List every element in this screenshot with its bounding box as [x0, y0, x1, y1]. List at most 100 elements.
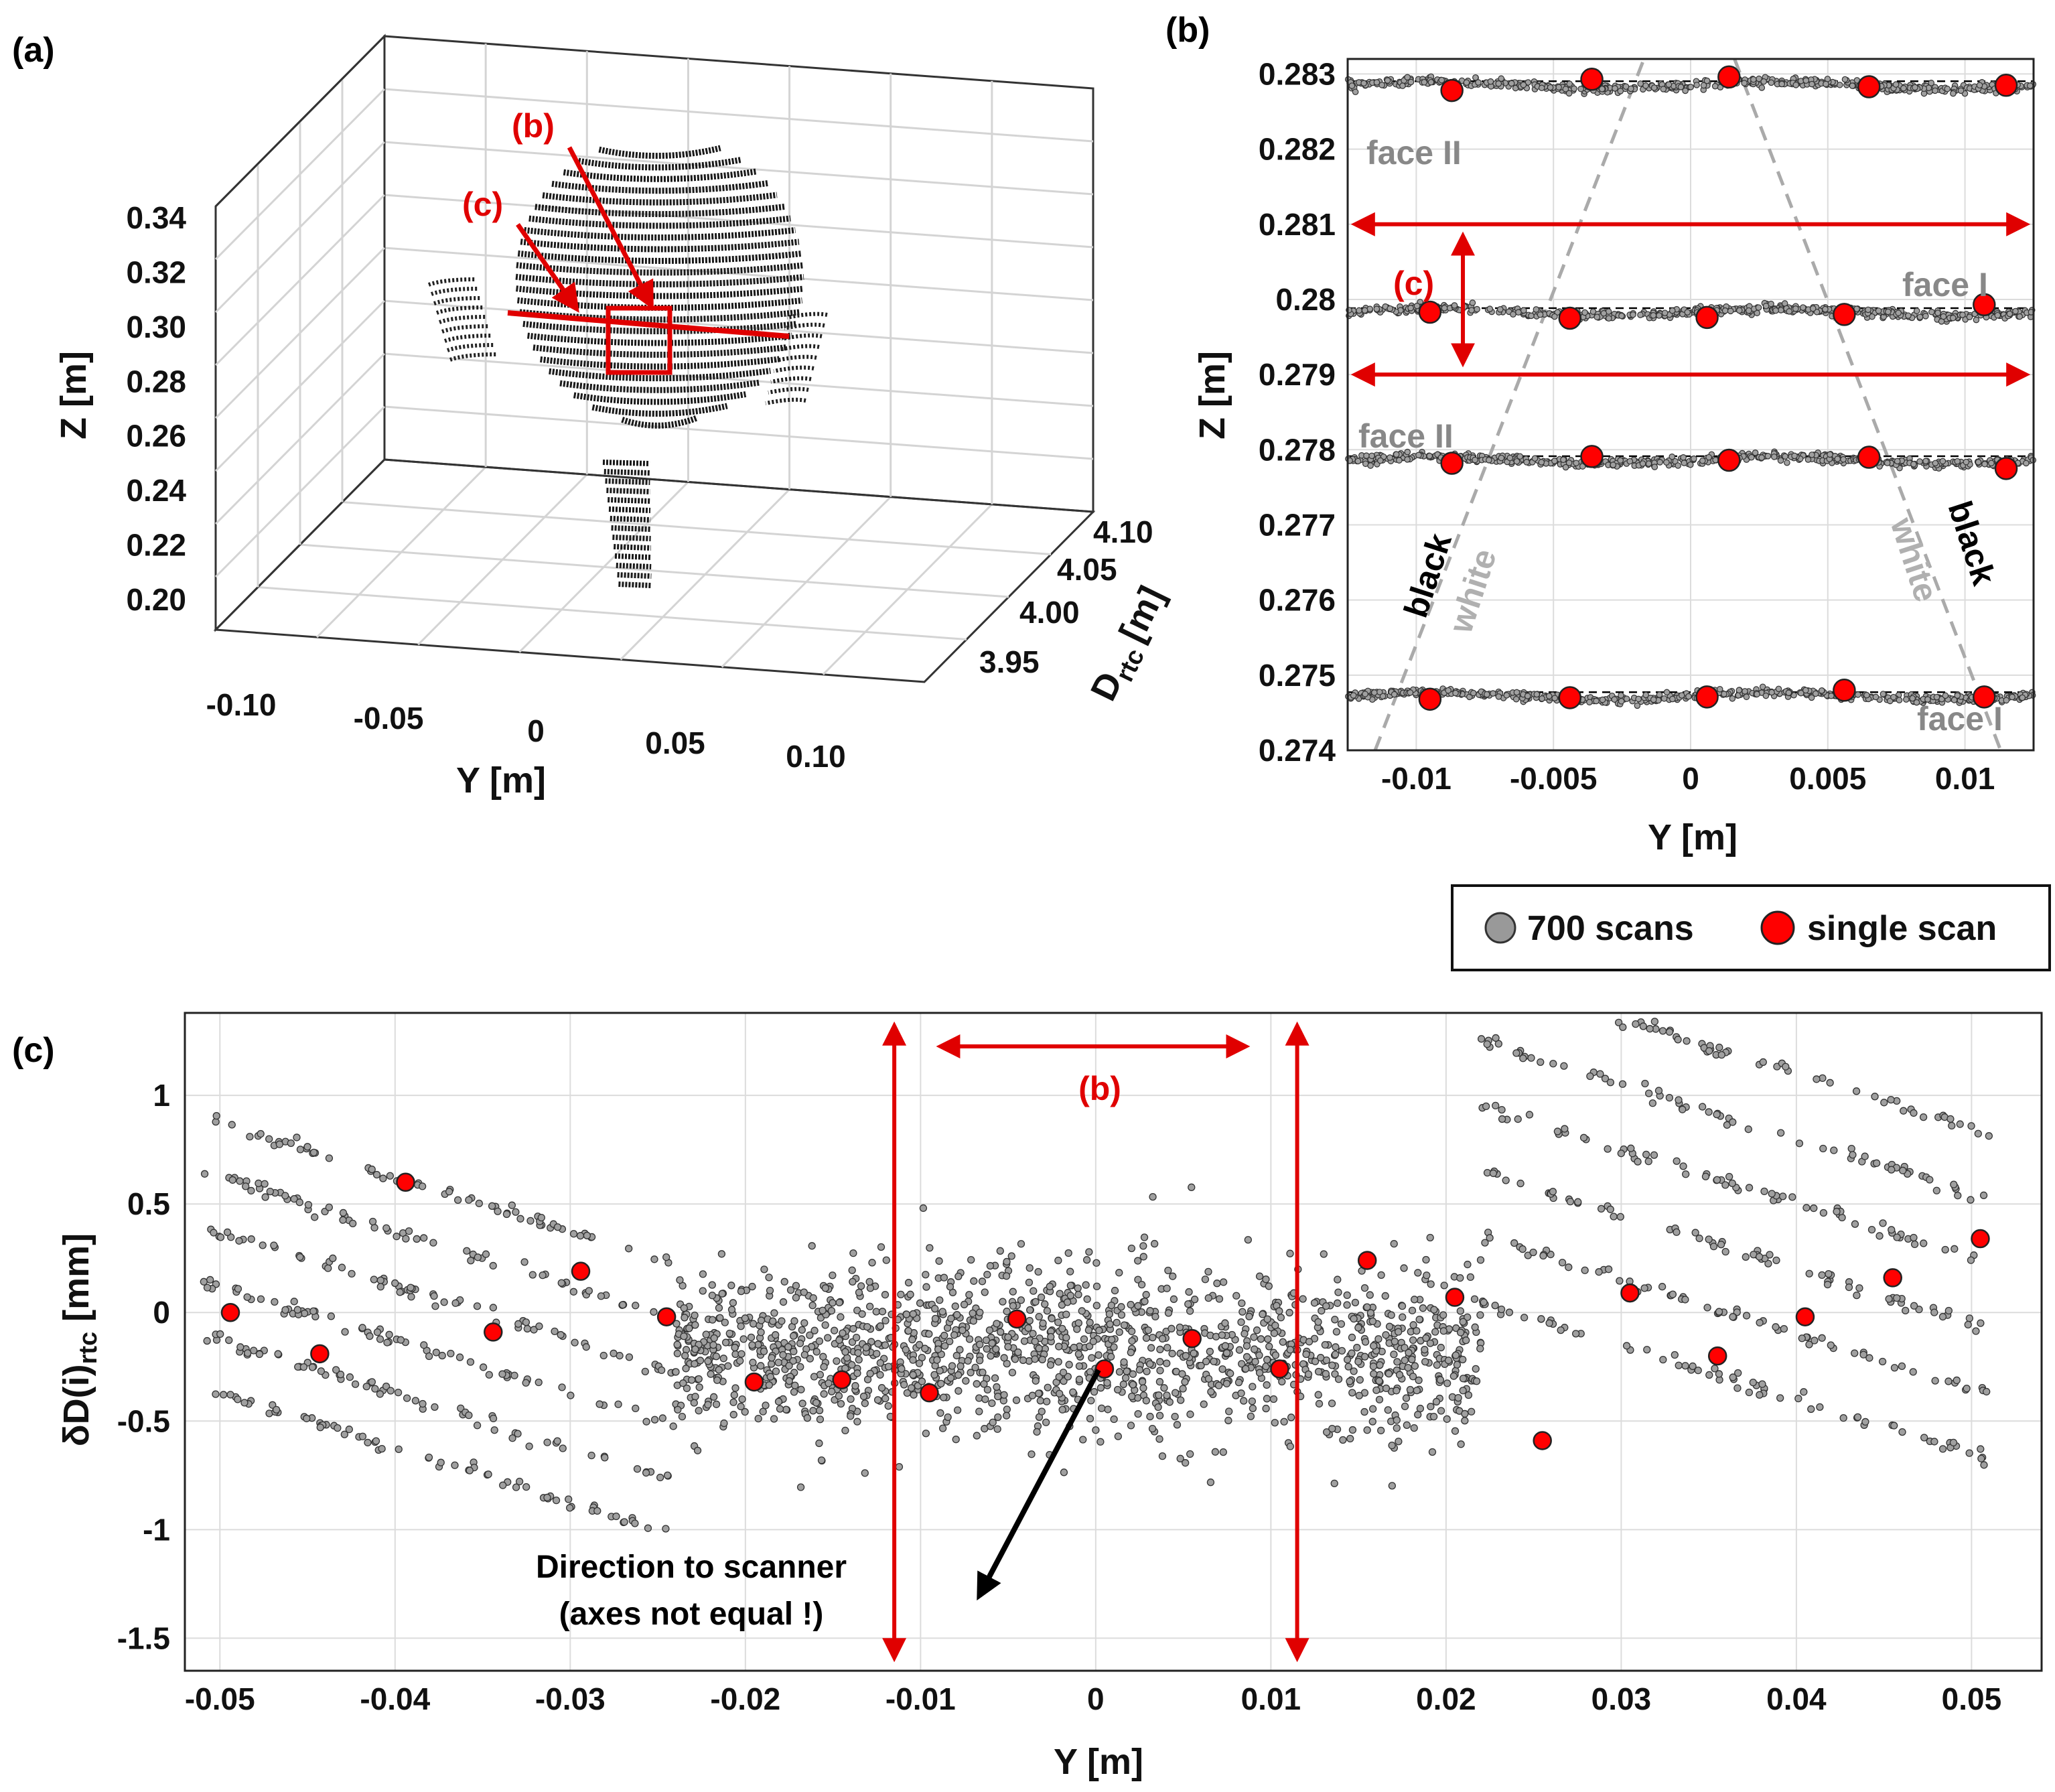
panel-b-scan-point [1361, 307, 1368, 314]
panel-a-stem-row [604, 469, 650, 476]
panel-b-scan-point [1354, 458, 1362, 465]
panel-c-scan-point [235, 1237, 243, 1245]
panel-b-single-point [1833, 679, 1856, 702]
panel-c-scan-point [994, 1413, 1002, 1422]
panel-c-scan-point [1139, 1384, 1147, 1392]
panel-c-scan-point [1427, 1280, 1435, 1288]
face-I-mid-label: face I [1902, 266, 1988, 303]
panel-c-scan-point [228, 1121, 236, 1129]
panel-c-scan-point [1802, 1204, 1811, 1212]
panel-c-scan-point [1119, 1380, 1127, 1389]
panel-b-scan-point [1441, 305, 1448, 312]
panel-c-scan-point [981, 1288, 989, 1296]
panel-c-scan-point [484, 1470, 492, 1478]
panel-c-scan-point [1800, 1388, 1808, 1396]
panel-c-scan-point [1215, 1295, 1224, 1303]
panel-b-scan-point [1352, 88, 1359, 96]
panel-c-scan-point [1204, 1267, 1212, 1276]
panel-c-scan-point [853, 1369, 861, 1377]
panel-c-scan-point [938, 1424, 947, 1432]
panel-c-scan-point [685, 1324, 693, 1332]
panel-c-scan-point [1000, 1391, 1008, 1399]
panel-c-scan-point [498, 1370, 506, 1378]
panel-c-scan-point [1409, 1373, 1417, 1381]
panel-a-side-row [449, 352, 498, 362]
panel-b-scan-point [1885, 308, 1892, 316]
panel-a-y-tick: 0.10 [786, 739, 846, 774]
panel-b-scan-point [1792, 82, 1800, 88]
panel-c-scan-point [1744, 1125, 1752, 1133]
panel-c-scan-point [1949, 1438, 1958, 1447]
panel-c-scan-point [947, 1314, 955, 1322]
panel-c-scan-point [632, 1404, 640, 1413]
panel-c-scan-point [1219, 1278, 1228, 1286]
panel-c-scan-point [800, 1319, 808, 1327]
panel-c-scan-point [1819, 1209, 1828, 1217]
panel-c-scan-point [926, 1244, 934, 1252]
panel-b-scan-point [1772, 307, 1779, 314]
panel-c-scan-point [1579, 1133, 1588, 1142]
panel-c-scan-point [234, 1395, 242, 1403]
panel-c-scan-point [868, 1259, 876, 1267]
panel-c-scan-point [281, 1192, 289, 1200]
panel-c-scan-point [451, 1461, 459, 1469]
panel-b-scan-point [1533, 306, 1540, 313]
panel-b-scan-point [1735, 687, 1743, 694]
panel-c-scan-point [281, 1306, 289, 1314]
panel-c-scan-point [1725, 1172, 1733, 1181]
panel-c-scan-point [900, 1381, 908, 1389]
panel-b-scan-point [1942, 692, 1949, 699]
panel-c-scan-point [969, 1309, 977, 1318]
panel-c-scan-point [737, 1402, 745, 1411]
panel-c-scan-point [565, 1495, 573, 1503]
panel-c-scan-point [1186, 1410, 1194, 1418]
panel-c-scan-point [1331, 1316, 1339, 1324]
panel-c-scan-point [1733, 1384, 1742, 1392]
panel-c-scan-point [1432, 1397, 1441, 1406]
panel-b-scan-point [1808, 694, 1815, 701]
panel-c-single-point [744, 1372, 764, 1392]
panel-c-scan-point [1167, 1324, 1176, 1332]
panel-a-wall-gridline [384, 405, 1094, 460]
panel-c-scan-point [1965, 1449, 1973, 1457]
panel-c-scan-point [341, 1328, 349, 1336]
panel-c-scan-point [975, 1357, 984, 1365]
legend-marker-700-scans [1484, 912, 1516, 944]
panel-c-scan-point [1009, 1302, 1017, 1310]
panel-c-scan-point [1226, 1369, 1234, 1377]
panel-c-single-point [1707, 1346, 1727, 1366]
panel-b-x-tick: 0 [1682, 761, 1699, 796]
panel-c-scan-point [382, 1224, 391, 1232]
panel-a-side-row [435, 305, 484, 315]
panel-a-scan-row [621, 415, 699, 429]
panel-b-scan-point [1959, 312, 1966, 318]
panel-b-scan-point [1513, 689, 1520, 696]
panel-c-scan-point [528, 1271, 537, 1279]
panel-c-scan-point [1436, 1376, 1445, 1384]
panel-b-scan-point [2016, 313, 2024, 320]
panel-b-scan-point [1934, 309, 1941, 316]
panel-c-scan-point [1871, 1093, 1879, 1101]
panel-a-side-row [427, 277, 476, 287]
panel-b-scan-point [1656, 312, 1662, 319]
panel-c-scan-point [1701, 1172, 1710, 1180]
panel-b-scan-point [1577, 85, 1584, 92]
panel-c-scan-point [1705, 1371, 1713, 1379]
panel-c-scan-point [1232, 1292, 1241, 1300]
panel-b-scan-point [1863, 691, 1870, 699]
panel-c-scan-point [1768, 1190, 1776, 1198]
panel-c-scan-point [332, 1366, 340, 1374]
panel-c-scan-point [749, 1359, 757, 1367]
panel-c-scan-point [1025, 1264, 1034, 1272]
panel-c-scan-point [1537, 1315, 1545, 1323]
panel-c-scan-point [1070, 1343, 1078, 1352]
panel-a-d-tick: 4.00 [1019, 595, 1080, 630]
panel-b-scan-point [1827, 451, 1833, 458]
panel-a-wall-gridline [384, 247, 1094, 301]
panel-c-scan-point [1237, 1318, 1245, 1326]
panel-c-scan-point [1393, 1416, 1401, 1424]
panel-c-scan-point [970, 1277, 978, 1285]
panel-c-scan-point [1287, 1414, 1295, 1422]
panel-a-scan-row [591, 403, 728, 417]
